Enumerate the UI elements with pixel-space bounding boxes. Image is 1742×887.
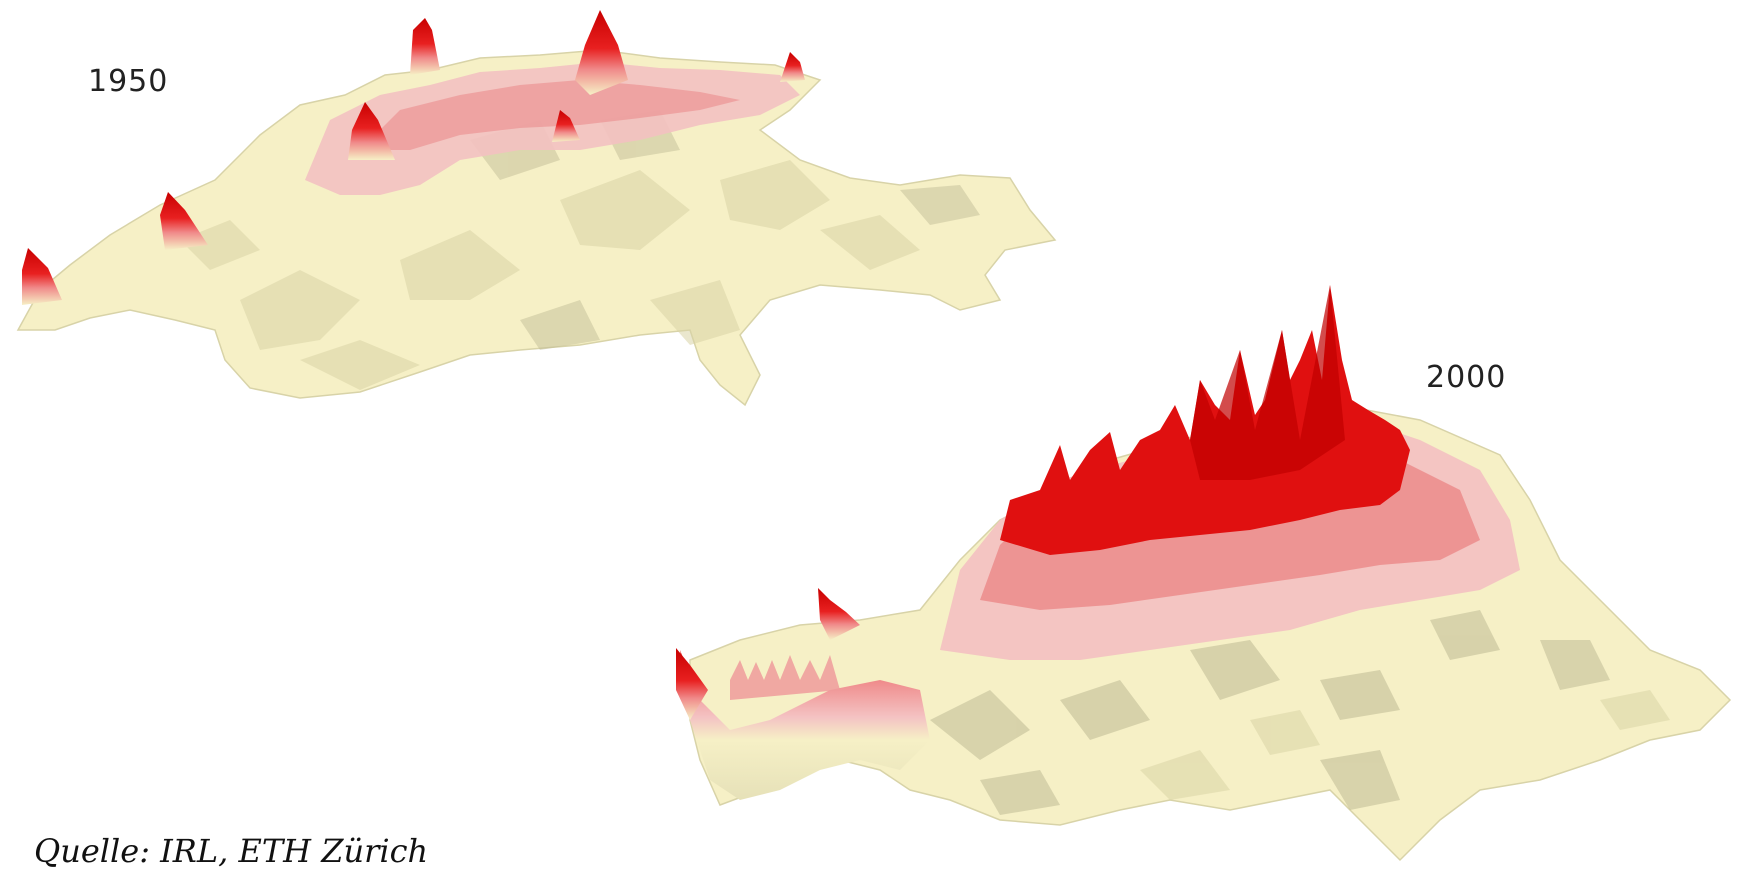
peak-geneva-1950 bbox=[22, 248, 62, 305]
terrain-shading-2000 bbox=[930, 610, 1610, 815]
source-caption: Quelle: IRL, ETH Zürich bbox=[34, 832, 429, 870]
map-2000 bbox=[676, 285, 1732, 862]
year-label-2000: 2000 bbox=[1426, 360, 1507, 395]
peak-basel-1950 bbox=[410, 18, 440, 75]
year-label-1950: 1950 bbox=[88, 64, 169, 99]
peak-geneva-2000 bbox=[676, 648, 708, 720]
map-1950 bbox=[16, 10, 1057, 407]
peak-lausanne-2000 bbox=[818, 588, 860, 640]
terrain-shading-1950 bbox=[180, 160, 920, 390]
peak-lausanne-1950 bbox=[160, 192, 208, 250]
peak-zurich-1950 bbox=[575, 10, 628, 95]
density-wall-west-2000 bbox=[680, 650, 930, 800]
peak-bern-1950 bbox=[348, 102, 395, 160]
